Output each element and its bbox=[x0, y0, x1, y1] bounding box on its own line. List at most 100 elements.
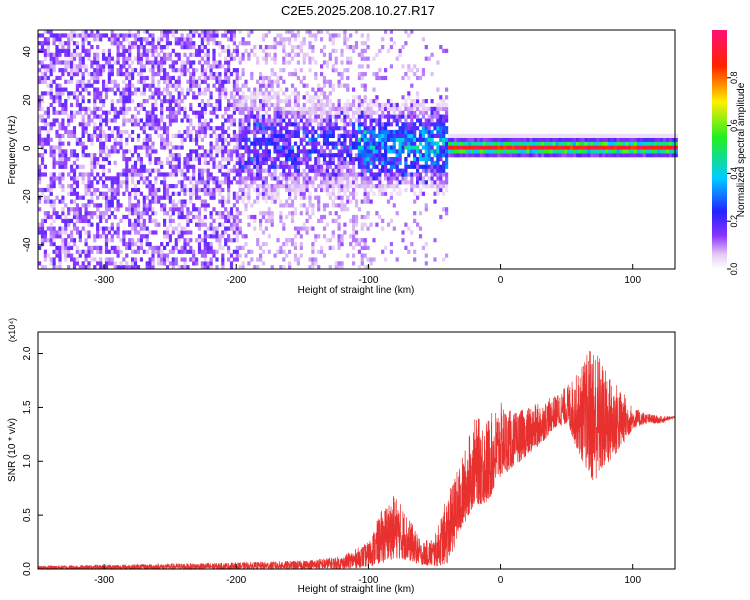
spectrogram-cell bbox=[52, 184, 56, 189]
spectrogram-cell bbox=[70, 114, 74, 119]
spectrogram-cell bbox=[96, 95, 100, 100]
spectrogram-cell bbox=[642, 153, 646, 158]
spectrogram-cell bbox=[224, 199, 228, 204]
spectrogram-cell bbox=[107, 79, 111, 84]
spectrogram-cell bbox=[320, 187, 324, 193]
spectrogram-cell bbox=[43, 172, 47, 177]
spectrogram-cell bbox=[366, 114, 370, 119]
spectrogram-cell bbox=[116, 222, 120, 227]
spectrogram-cell bbox=[104, 238, 109, 243]
spectrogram-cell bbox=[407, 141, 411, 146]
spectrogram-cell bbox=[328, 180, 332, 185]
spectrogram-cell bbox=[442, 122, 446, 127]
spectrogram-cell bbox=[174, 60, 178, 65]
spectrogram-cell bbox=[395, 184, 399, 189]
spectrogram-cell bbox=[209, 91, 213, 96]
spectrogram-cell bbox=[445, 160, 449, 165]
spectrogram-cell bbox=[290, 45, 295, 50]
spectrogram-cell bbox=[337, 153, 341, 158]
spectrogram-cell bbox=[227, 37, 231, 42]
spectrogram-cell bbox=[311, 249, 315, 254]
spectrogram-cell bbox=[209, 157, 213, 162]
spectrogram-cell bbox=[456, 133, 460, 138]
spectrogram-cell bbox=[250, 129, 254, 135]
spectrogram-cell bbox=[648, 133, 652, 138]
spectrogram-cell bbox=[288, 37, 292, 42]
spectrogram-cell bbox=[189, 153, 193, 158]
spectrogram-cell bbox=[93, 75, 97, 81]
spectrogram-cell bbox=[421, 122, 425, 127]
spectrogram-cell bbox=[418, 176, 423, 181]
spectrogram-cell bbox=[404, 72, 408, 77]
spectrogram-cell bbox=[282, 257, 286, 262]
spectrogram-cell bbox=[61, 60, 65, 65]
spectrogram-cell bbox=[264, 184, 268, 189]
spectrogram-cell bbox=[104, 33, 109, 38]
spectrogram-cell bbox=[302, 126, 306, 131]
spectrogram-cell bbox=[642, 149, 646, 154]
spectrogram-cell bbox=[442, 48, 446, 53]
spectrogram-cell bbox=[38, 207, 42, 212]
spectrogram-cell bbox=[340, 172, 344, 177]
spectrogram-cell bbox=[479, 133, 484, 138]
spectrogram-cell bbox=[203, 72, 207, 77]
spectrogram-cell bbox=[384, 172, 388, 177]
spectrogram-cell bbox=[55, 87, 59, 92]
spectrogram-cell bbox=[305, 153, 309, 158]
spectrogram-cell bbox=[177, 52, 181, 57]
spectrogram-cell bbox=[320, 145, 324, 150]
spectrogram-cell bbox=[55, 52, 59, 57]
snr-x-tick-label: -100 bbox=[358, 575, 378, 586]
spectrogram-cell bbox=[168, 141, 172, 146]
spectrogram-cell bbox=[168, 172, 172, 177]
spectrogram-cell bbox=[171, 199, 175, 204]
spectrogram-cell bbox=[84, 126, 88, 131]
spectrogram-cell bbox=[104, 234, 109, 239]
spectrogram-cell bbox=[340, 195, 344, 200]
spectrogram-cell bbox=[273, 95, 277, 100]
spectrogram-cell bbox=[320, 37, 324, 42]
spectrogram-cell bbox=[104, 118, 109, 123]
spectrogram-cell bbox=[96, 87, 100, 92]
spectrogram-cell bbox=[328, 245, 332, 250]
spectrogram-cell bbox=[674, 153, 678, 158]
spectrogram-cell bbox=[346, 253, 350, 258]
spectrogram-cell bbox=[267, 95, 271, 100]
spectrogram-cell bbox=[200, 176, 204, 181]
spectrogram-cell bbox=[293, 242, 298, 247]
spectrogram-cell bbox=[259, 72, 263, 77]
spectrogram-cell bbox=[386, 110, 391, 115]
spectrogram-cell bbox=[197, 122, 202, 127]
spectrogram-cell bbox=[142, 79, 146, 84]
spectrogram-cell bbox=[331, 141, 335, 146]
spectrogram-cell bbox=[346, 114, 350, 119]
spectrogram-cell bbox=[337, 191, 341, 196]
spectrogram-cell bbox=[209, 234, 213, 239]
spectrogram-cell bbox=[404, 222, 408, 227]
spectrogram-cell bbox=[445, 157, 449, 162]
spectrogram-cell bbox=[256, 87, 260, 92]
spectrogram-cell bbox=[224, 226, 228, 231]
spectrogram-cell bbox=[148, 153, 152, 158]
spectrogram-cell bbox=[238, 41, 242, 46]
spectrogram-cell bbox=[360, 153, 364, 158]
spectrogram-cell bbox=[206, 149, 210, 154]
spectrogram-cell bbox=[110, 234, 114, 239]
spectrogram-cell bbox=[93, 60, 97, 65]
spectrogram-cell bbox=[290, 242, 295, 247]
spectrogram-cell bbox=[261, 56, 266, 61]
spectrogram-cell bbox=[200, 199, 204, 204]
spectrogram-cell bbox=[136, 87, 141, 92]
spectrogram-cell bbox=[221, 265, 225, 270]
spectrogram-cell bbox=[448, 133, 452, 138]
spectrogram-cell bbox=[375, 118, 379, 123]
spectrogram-cell bbox=[224, 110, 228, 115]
spectrogram-cell bbox=[416, 68, 420, 73]
spectrogram-cell bbox=[436, 164, 440, 169]
spectrogram-cell bbox=[238, 265, 242, 270]
spectrogram-cell bbox=[445, 149, 449, 154]
spectrogram-cell bbox=[165, 129, 170, 135]
spectrogram-cell bbox=[357, 184, 361, 189]
spectrogram-cell bbox=[605, 153, 609, 158]
spectrogram-cell bbox=[404, 106, 408, 111]
